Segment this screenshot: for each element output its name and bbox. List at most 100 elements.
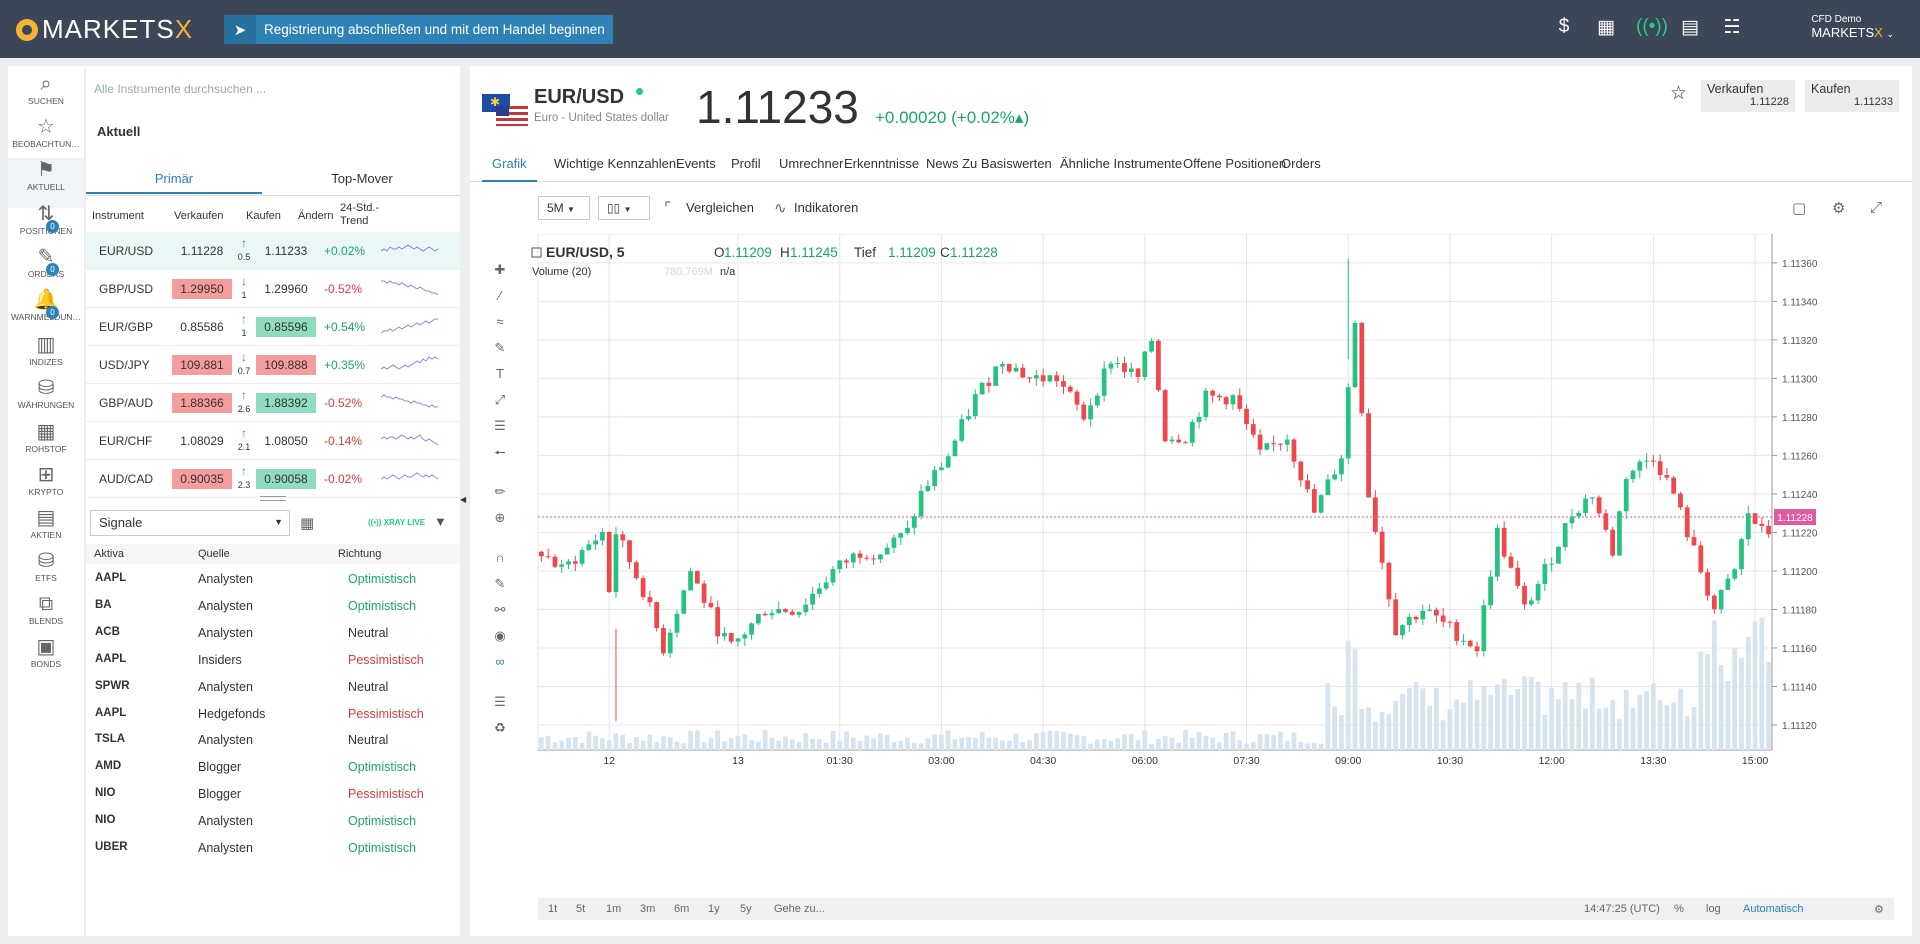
- buy-price[interactable]: 109.888: [256, 355, 316, 375]
- range-6m[interactable]: 6m: [674, 903, 690, 915]
- sell-price[interactable]: 109.881: [172, 355, 232, 375]
- rail-item-blends[interactable]: ⧉ BLENDS: [8, 592, 84, 642]
- filter-icon[interactable]: ▼: [434, 514, 447, 529]
- crosshair-icon[interactable]: ✚: [494, 262, 506, 277]
- search-input[interactable]: Alle Instrumente durchsuchen ...: [94, 82, 267, 96]
- rail-item-bonds[interactable]: ▣ BONDS: [8, 635, 84, 685]
- text-tool-icon[interactable]: T: [496, 366, 504, 381]
- signal-row[interactable]: NIO Blogger Pessimistisch: [86, 781, 460, 808]
- tab-umrechner[interactable]: Umrechner: [779, 156, 844, 171]
- buy-button[interactable]: Kaufen 1.11233: [1805, 80, 1899, 112]
- sell-button[interactable]: Verkaufen 1.11228: [1701, 80, 1795, 112]
- instrument-row[interactable]: AUD/CAD 0.90035 ↑ 2.3 0.90058 -0.02%: [86, 460, 460, 498]
- sell-price[interactable]: 1.11228: [180, 244, 224, 258]
- compare-button[interactable]: Vergleichen: [686, 200, 754, 215]
- signal-row[interactable]: AAPL Analysten Optimistisch: [86, 566, 460, 593]
- instrument-row[interactable]: EUR/CHF 1.08029 ↑ 2.1 1.08050 -0.14%: [86, 422, 460, 460]
- tab-primary[interactable]: Primär: [86, 166, 262, 194]
- rail-item-warnmeldun[interactable]: 🔔 WARNMELDUN… 0: [8, 288, 84, 338]
- rail-item-krypto[interactable]: ⊞ KRYPTO: [8, 463, 84, 513]
- tab-erkenntnisse[interactable]: Erkenntnisse: [844, 156, 920, 171]
- expand-icon[interactable]: ⤢: [1870, 199, 1883, 216]
- gear-icon[interactable]: ⚙: [1832, 200, 1846, 217]
- trendline-icon[interactable]: ∕: [498, 288, 502, 303]
- tab-orders[interactable]: Orders: [1281, 156, 1321, 171]
- instrument-row[interactable]: EUR/GBP 0.85586 ↑ 1 0.85596 +0.54%: [86, 308, 460, 346]
- rail-item-beobachtun[interactable]: ☆ BEOBACHTUN…: [8, 115, 84, 165]
- tab-wichtige-kennzahlen[interactable]: Wichtige Kennzahlen: [554, 156, 677, 171]
- rail-item-aktien[interactable]: ▤ AKTIEN: [8, 506, 84, 556]
- rail-item-positionen[interactable]: ⇅ POSITIONEN 0: [8, 202, 84, 252]
- calendar-icon[interactable]: ▦: [300, 515, 315, 532]
- signal-row[interactable]: AAPL Insiders Pessimistisch: [86, 647, 460, 674]
- percent-toggle[interactable]: %: [1674, 903, 1684, 915]
- rail-item-rohstof[interactable]: ▦ ROHSTOF: [8, 420, 84, 470]
- sell-price[interactable]: 1.88366: [172, 393, 232, 413]
- tab-offene-positionen[interactable]: Offene Positionen: [1183, 156, 1287, 171]
- fib-icon[interactable]: ≈: [496, 314, 504, 329]
- register-banner[interactable]: ➤ Registrierung abschließen und mit dem …: [224, 15, 613, 44]
- tab-news-zu-basiswerten[interactable]: News Zu Basiswerten: [926, 156, 1052, 171]
- settings-sliders-icon[interactable]: ☵: [1723, 17, 1741, 38]
- signal-row[interactable]: UBER Analysten Optimistisch: [86, 835, 460, 862]
- live-signal-icon[interactable]: ((•)): [1636, 16, 1668, 37]
- indicators-button[interactable]: Indikatoren: [794, 200, 859, 215]
- signal-row[interactable]: ACB Analysten Neutral: [86, 620, 460, 647]
- zoom-in-icon[interactable]: ⊕: [494, 510, 506, 525]
- watchlist-star-icon[interactable]: ☆: [1670, 83, 1688, 104]
- range-1m[interactable]: 1m: [606, 903, 622, 915]
- trash-icon[interactable]: ♻: [494, 720, 506, 735]
- chart-type-select[interactable]: ▯▯ ▼: [598, 196, 650, 220]
- logo[interactable]: MARKETS X: [16, 14, 193, 45]
- messages-icon[interactable]: ▤: [1681, 17, 1699, 38]
- layout-icon[interactable]: ▦: [1597, 17, 1615, 38]
- rail-item-suchen[interactable]: ⌕ SUCHEN: [8, 72, 84, 122]
- auto-scale-toggle[interactable]: Automatisch: [1743, 903, 1804, 915]
- instrument-row[interactable]: GBP/AUD 1.88366 ↑ 2.6 1.88392 -0.52%: [86, 384, 460, 422]
- signals-select[interactable]: Signale ▼: [90, 510, 290, 536]
- sell-price[interactable]: 1.29950: [172, 279, 232, 299]
- tab-ähnliche-instrumente[interactable]: Ähnliche Instrumente: [1060, 156, 1183, 171]
- instrument-row[interactable]: GBP/USD 1.29950 ↓ 1 1.29960 -0.52%: [86, 270, 460, 308]
- signal-row[interactable]: AMD Blogger Optimistisch: [86, 754, 460, 781]
- prediction-icon[interactable]: ☰: [494, 418, 506, 433]
- tab-profil[interactable]: Profil: [731, 156, 761, 171]
- buy-price[interactable]: 1.88392: [256, 393, 316, 413]
- range-1y[interactable]: 1y: [708, 903, 720, 915]
- buy-price[interactable]: 1.08050: [264, 434, 308, 448]
- range-5t[interactable]: 5t: [576, 903, 586, 915]
- lock-pencil-icon[interactable]: ✎: [494, 576, 506, 591]
- range-3m[interactable]: 3m: [640, 903, 656, 915]
- signal-row[interactable]: NIO Analysten Optimistisch: [86, 808, 460, 835]
- signal-row[interactable]: SPWR Analysten Neutral: [86, 674, 460, 701]
- price-chart[interactable]: 1.11120 1.11140 1.11160 1.11180 1.11200 1.112…: [524, 234, 1896, 770]
- back-arrow-icon[interactable]: 🠔: [494, 445, 506, 460]
- account-menu[interactable]: CFD Demo MARKETSX ⌄: [1811, 14, 1894, 40]
- eye-icon[interactable]: ◉: [494, 628, 506, 643]
- lock-icon[interactable]: ⚯: [494, 602, 506, 617]
- sell-price[interactable]: 0.90035: [172, 469, 232, 489]
- range-5y[interactable]: 5y: [740, 903, 752, 915]
- rail-item-orders[interactable]: ✎ ORDERS 0: [8, 245, 84, 295]
- rail-item-währungen[interactable]: ⛁ WÄHRUNGEN: [8, 376, 84, 426]
- xray-live-badge[interactable]: ((•)) XRAY LIVE: [368, 518, 426, 527]
- signal-row[interactable]: TSLA Analysten Neutral: [86, 727, 460, 754]
- tab-events[interactable]: Events: [676, 156, 716, 171]
- magnet-icon[interactable]: ∩: [495, 550, 505, 565]
- link-icon[interactable]: ∞: [495, 654, 505, 669]
- fullscreen-box-icon[interactable]: ▢: [1792, 200, 1807, 217]
- sell-price[interactable]: 0.85586: [180, 320, 224, 334]
- pattern-icon[interactable]: ⤢: [494, 392, 506, 407]
- rail-item-aktuell[interactable]: ⚑ AKTUELL: [8, 158, 84, 208]
- split-handle[interactable]: [260, 496, 286, 501]
- brush-icon[interactable]: ✎: [494, 340, 506, 355]
- log-toggle[interactable]: log: [1706, 903, 1721, 915]
- deposit-icon[interactable]: $: [1558, 16, 1570, 37]
- buy-price[interactable]: 1.29960: [264, 282, 308, 296]
- tab-top-mover[interactable]: Top-Mover: [331, 171, 393, 186]
- layers-icon[interactable]: ☰: [494, 694, 506, 709]
- rail-item-etfs[interactable]: ⛁ ETFS: [8, 549, 84, 599]
- goto-button[interactable]: Gehe zu...: [774, 903, 825, 915]
- collapse-panel-icon[interactable]: ◀: [460, 495, 467, 504]
- interval-select[interactable]: 5M ▼: [538, 196, 590, 220]
